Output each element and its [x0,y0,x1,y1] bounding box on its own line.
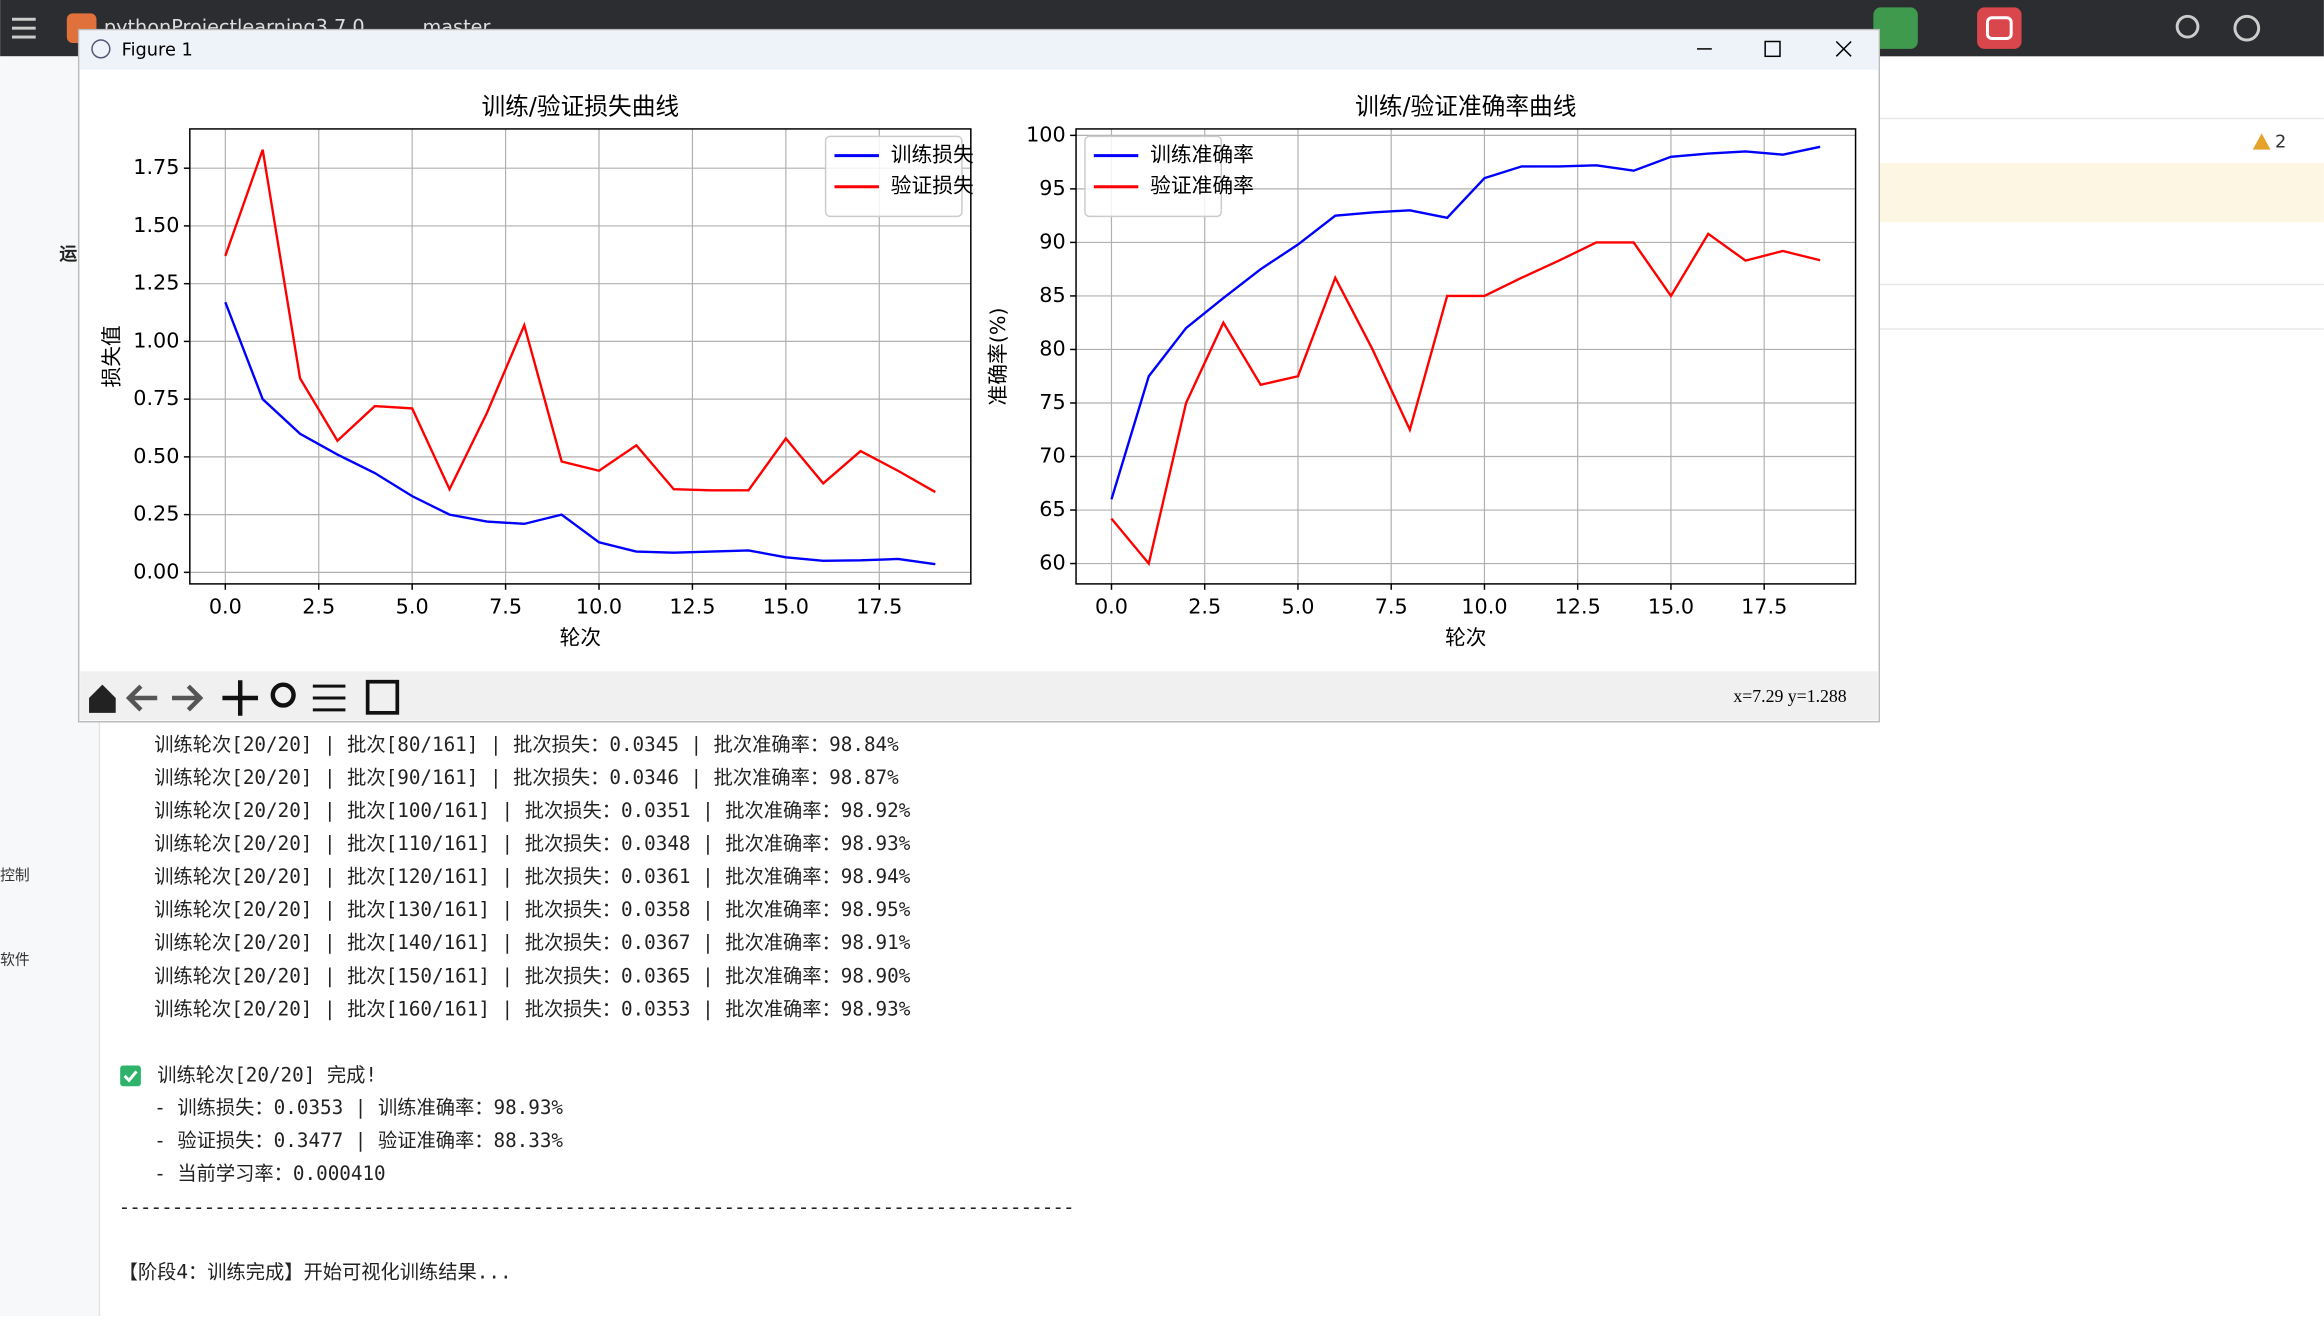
legend-label: 验证准确率 [1150,174,1254,198]
y-tick-label: 1.25 [133,271,179,295]
legend-label: 训练损失 [891,143,974,167]
y-tick-label: 0.75 [133,386,179,410]
x-tick-label: 15.0 [1648,595,1694,619]
run-button[interactable] [1873,7,1918,49]
x-axis-label: 轮次 [560,626,601,650]
close-button[interactable] [1835,40,1852,57]
check-mark [123,1070,138,1083]
console-line: 训练轮次[20/20] | 批次[110/161] | 批次损失：0.0348 … [154,832,910,855]
window-title: Figure 1 [122,39,193,60]
console-line: - 训练损失：0.0353 | 训练准确率：98.93% [154,1096,563,1119]
cursor-status: x=7.29 y=1.288 [1733,686,1846,706]
console-line: 训练轮次[20/20] 完成! [157,1063,377,1086]
app-icon [91,39,111,59]
y-tick-label: 1.50 [133,213,179,237]
forward-button[interactable] [172,684,204,712]
console-line: - 当前学习率：0.000410 [154,1162,385,1185]
x-tick-label: 12.5 [1555,595,1601,619]
chart-title: 训练/验证准确率曲线 [1355,93,1576,121]
warning-icon [2252,133,2271,150]
console: 训练轮次[20/20] | 批次[80/161] | 批次损失：0.0345 |… [119,733,1075,1284]
x-tick-label: 7.5 [1375,595,1408,619]
y-tick-label: 0.25 [133,502,179,526]
data-line [1110,145,1821,500]
y-axis-label: 准确率(%) [986,307,1010,405]
x-tick-label: 2.5 [302,595,335,619]
warning-count[interactable]: 2 [2275,131,2286,152]
y-tick-label: 70 [1039,444,1065,468]
save-button[interactable] [365,679,400,715]
plot-frame [1075,128,1857,585]
configure-button[interactable] [312,684,346,712]
stop-icon [1985,16,2013,41]
x-tick-label: 12.5 [669,595,715,619]
pan-button[interactable] [222,680,258,716]
x-tick-label: 17.5 [1741,595,1787,619]
sidebar-label: 软件 [0,951,30,968]
menu-icon[interactable] [11,17,36,21]
console-line: 训练轮次[20/20] | 批次[100/161] | 批次损失：0.0351 … [154,799,910,822]
console-line: 训练轮次[20/20] | 批次[90/161] | 批次损失：0.0346 |… [154,766,899,789]
console-line: 训练轮次[20/20] | 批次[140/161] | 批次损失：0.0367 … [154,931,910,954]
x-tick-label: 10.0 [1461,595,1507,619]
x-tick-label: 15.0 [763,595,809,619]
y-tick-label: 1.75 [133,155,179,179]
sidebar-label: 运 [59,244,77,265]
menu-icon [11,35,36,39]
zoom-button[interactable] [270,682,296,708]
console-line: - 验证损失：0.3477 | 验证准确率：88.33% [154,1129,563,1152]
y-tick-label: 100 [1026,122,1066,146]
chart-title: 训练/验证损失曲线 [482,93,680,121]
plot-frame [189,128,972,585]
done-icon [120,1065,141,1087]
x-tick-label: 17.5 [856,595,902,619]
y-tick-label: 0.00 [133,559,179,583]
charts: 0.0 2.5 5.0 7.5 10.0 12.5 15.0 17.5 0.00 0.25 0.50… [100,93,1857,650]
y-tick-label: 65 [1039,497,1065,521]
y-tick-label: 90 [1039,229,1065,253]
x-tick-label: 5.0 [396,595,429,619]
home-button[interactable] [89,684,116,713]
console-line: 【阶段4：训练完成】开始可视化训练结果... [119,1261,512,1284]
console-line: 训练轮次[20/20] | 批次[130/161] | 批次损失：0.0358 … [154,898,910,921]
x-tick-label: 5.0 [1281,595,1314,619]
figure-toolbar [80,671,1878,721]
x-tick-label: 7.5 [489,595,522,619]
y-tick-label: 75 [1039,390,1065,414]
x-tick-label: 2.5 [1188,595,1221,619]
legend-label: 验证损失 [891,174,974,198]
title-bar [80,31,1878,70]
y-tick-label: 60 [1039,551,1065,575]
console-line: 训练轮次[20/20] | 批次[80/161] | 批次损失：0.0345 |… [154,733,899,756]
y-tick-label: 80 [1039,336,1065,360]
y-tick-label: 95 [1039,176,1065,200]
console-line: 训练轮次[20/20] | 批次[160/161] | 批次损失：0.0353 … [154,997,910,1020]
sidebar-label: 控制 [0,867,30,884]
console-line: 训练轮次[20/20] | 批次[120/161] | 批次损失：0.0361 … [154,865,910,888]
y-axis-label: 损失值 [100,325,124,387]
x-axis-label: 轮次 [1445,626,1486,650]
settings-icon[interactable] [2233,14,2261,42]
console-line: 训练轮次[20/20] | 批次[150/161] | 批次损失：0.0365 … [154,964,910,987]
y-tick-label: 1.00 [133,328,179,352]
y-tick-label: 85 [1039,283,1065,307]
stop-button[interactable] [1977,7,2022,49]
back-button[interactable] [125,684,158,712]
x-tick-label: 0.0 [209,595,242,619]
x-tick-label: 10.0 [576,595,622,619]
maximize-button[interactable] [1764,40,1781,58]
data-line [1110,232,1821,567]
search-icon[interactable] [2175,14,2200,39]
menu-icon [11,26,36,30]
y-tick-label: 0.50 [133,444,179,468]
data-line [224,301,936,566]
data-line [224,149,936,494]
console-divider: ----------------------------------------… [119,1195,1075,1218]
x-tick-label: 0.0 [1095,595,1128,619]
legend-label: 训练准确率 [1150,143,1254,167]
